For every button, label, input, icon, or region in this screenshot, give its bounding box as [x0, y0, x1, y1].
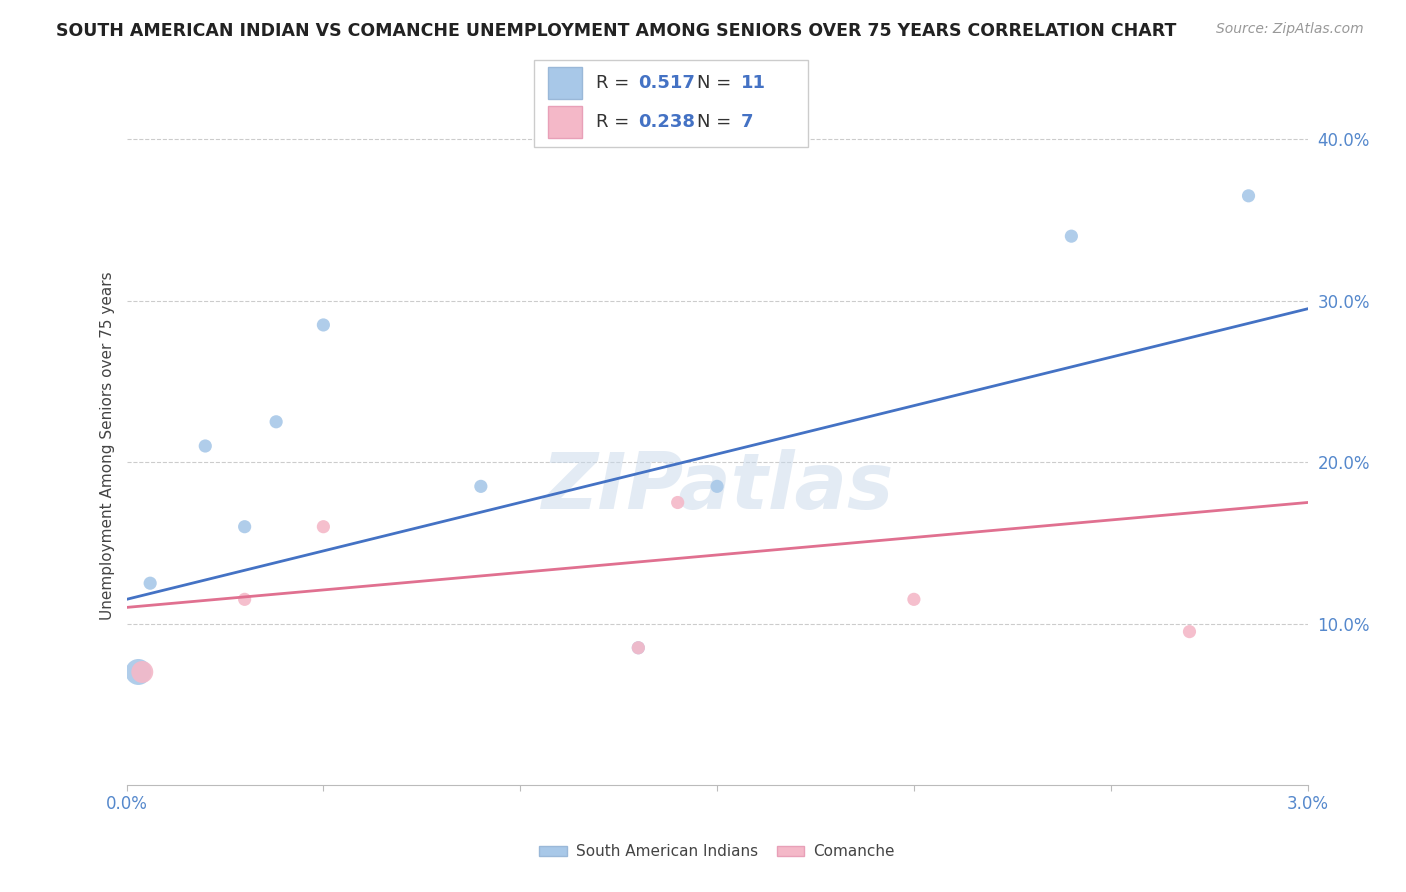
Point — [627, 640, 650, 655]
Point — [627, 640, 650, 655]
Text: Source: ZipAtlas.com: Source: ZipAtlas.com — [1216, 22, 1364, 37]
Text: 7: 7 — [741, 113, 754, 131]
Point — [312, 318, 335, 332]
Point — [131, 665, 153, 679]
Text: SOUTH AMERICAN INDIAN VS COMANCHE UNEMPLOYMENT AMONG SENIORS OVER 75 YEARS CORRE: SOUTH AMERICAN INDIAN VS COMANCHE UNEMPL… — [56, 22, 1177, 40]
Text: R =: R = — [596, 113, 636, 131]
Point — [312, 519, 335, 533]
Text: 11: 11 — [741, 74, 766, 92]
Point — [1178, 624, 1201, 639]
Text: R =: R = — [596, 74, 636, 92]
Point — [1237, 189, 1260, 203]
Text: ZIPatlas: ZIPatlas — [541, 449, 893, 524]
Point — [706, 479, 728, 493]
Point — [264, 415, 287, 429]
Point — [194, 439, 217, 453]
Point — [127, 665, 149, 679]
Point — [903, 592, 925, 607]
Point — [666, 495, 689, 509]
Point — [1060, 229, 1083, 244]
Point — [233, 592, 256, 607]
Text: N =: N = — [697, 74, 737, 92]
Text: 0.517: 0.517 — [638, 74, 695, 92]
Legend: South American Indians, Comanche: South American Indians, Comanche — [533, 838, 901, 865]
Y-axis label: Unemployment Among Seniors over 75 years: Unemployment Among Seniors over 75 years — [100, 272, 115, 620]
Point — [470, 479, 492, 493]
Text: N =: N = — [697, 113, 737, 131]
Point — [233, 519, 256, 533]
Text: 0.238: 0.238 — [638, 113, 696, 131]
Point — [139, 576, 162, 591]
